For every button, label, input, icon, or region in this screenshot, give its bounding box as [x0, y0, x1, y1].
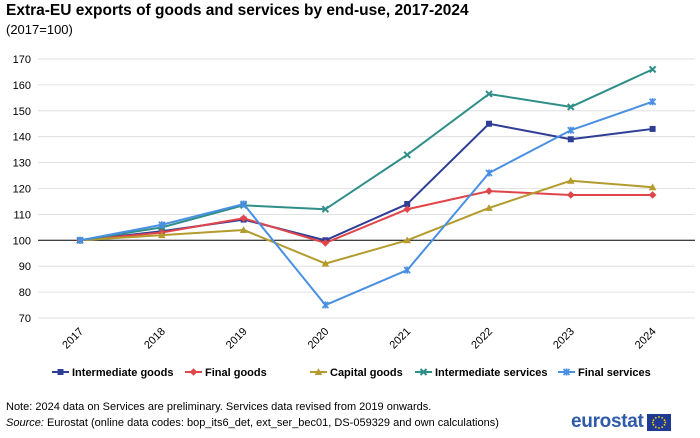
- x-tick-label: 2022: [469, 326, 495, 352]
- data-point-final-services: [403, 266, 411, 274]
- x-tick-label: 2018: [142, 326, 168, 352]
- data-point-final-services: [648, 98, 657, 106]
- legend-marker: [562, 368, 571, 376]
- legend-label: Capital goods: [330, 367, 403, 379]
- series-line-intermediate-services: [79, 68, 654, 242]
- x-tick-label: 2024: [633, 326, 659, 352]
- series-final-services: [76, 98, 657, 309]
- logo-text: eurostat: [571, 411, 644, 432]
- data-point-capital-goods: [648, 183, 657, 191]
- series-line-capital-goods: [79, 179, 653, 265]
- legend-item-capital-goods: Capital goods: [310, 367, 403, 379]
- legend-item-intermediate-services: Intermediate services: [415, 367, 548, 379]
- legend-item-intermediate-goods: Intermediate goods: [52, 367, 173, 379]
- legend-label: Final goods: [205, 367, 267, 379]
- legend-label: Final services: [578, 367, 651, 379]
- data-point-intermediate-services: [403, 151, 411, 159]
- data-point-final-services: [321, 301, 330, 309]
- y-tick-label: 170: [13, 54, 31, 66]
- data-point-final-goods: [567, 191, 575, 199]
- y-tick-label: 90: [19, 261, 31, 273]
- eu-flag-icon: [646, 413, 671, 431]
- data-point-final-services: [239, 200, 248, 208]
- data-point-intermediate-goods: [486, 120, 492, 127]
- legend-marker: [419, 368, 428, 376]
- legend-item-final-services: Final services: [558, 367, 651, 379]
- legend-marker: [314, 368, 323, 375]
- data-point-final-services: [485, 169, 493, 177]
- y-tick-label: 80: [19, 287, 31, 299]
- x-tick-label: 2023: [551, 326, 577, 352]
- x-tick-label: 2017: [60, 326, 86, 352]
- line-chart: 70 80 90 100 110 120 130 140 150 160 170 2017 2018 20…: [13, 54, 695, 379]
- y-tick-label: 140: [13, 132, 31, 144]
- source-label: Source:: [6, 417, 44, 429]
- data-point-capital-goods: [158, 231, 166, 239]
- data-point-intermediate-goods: [404, 201, 411, 208]
- chart-subtitle: (2017=100): [6, 22, 73, 37]
- legend-label: Intermediate services: [435, 367, 548, 379]
- data-point-capital-goods: [567, 176, 575, 184]
- y-tick-label: 130: [13, 158, 31, 170]
- data-point-final-services: [567, 126, 575, 134]
- x-tick-label: 2020: [306, 326, 332, 352]
- data-point-intermediate-services: [321, 205, 330, 213]
- data-point-intermediate-services: [567, 103, 575, 111]
- legend-label: Intermediate goods: [72, 367, 173, 379]
- series-intermediate-services: [76, 65, 657, 245]
- x-tick-label: 2021: [388, 326, 414, 352]
- y-tick-label: 160: [13, 80, 31, 92]
- data-point-capital-goods: [485, 204, 493, 211]
- chart-title: Extra-EU exports of goods and services b…: [6, 2, 469, 19]
- eurostat-logo: eurostat: [571, 411, 671, 433]
- data-point-intermediate-goods: [649, 125, 656, 132]
- y-tick-label: 150: [13, 106, 31, 118]
- data-point-final-goods: [321, 239, 330, 247]
- legend-marker: [189, 368, 198, 376]
- data-point-final-services: [76, 236, 84, 244]
- legend-marker: [57, 369, 64, 375]
- series-line-final-goods: [79, 190, 653, 244]
- data-point-final-goods: [403, 205, 411, 214]
- data-point-capital-goods: [321, 259, 330, 267]
- data-point-capital-goods: [239, 226, 248, 233]
- data-point-final-goods: [648, 191, 657, 199]
- data-point-final-goods: [485, 187, 493, 195]
- series-line-final-services: [79, 100, 653, 307]
- data-point-intermediate-services: [648, 65, 657, 74]
- data-point-intermediate-services: [485, 90, 493, 98]
- x-tick-label: 2019: [224, 326, 250, 352]
- source-text: Eurostat (online data codes: bop_its6_de…: [43, 417, 499, 429]
- y-tick-label: 100: [13, 235, 31, 247]
- data-point-final-goods: [239, 214, 248, 223]
- data-point-intermediate-goods: [567, 136, 574, 143]
- source-line: Source: Eurostat (online data codes: bop…: [6, 417, 499, 429]
- y-tick-label: 70: [19, 313, 31, 325]
- data-point-final-services: [158, 221, 166, 229]
- legend-item-final-goods: Final goods: [185, 367, 267, 379]
- y-tick-label: 120: [13, 184, 31, 196]
- y-tick-label: 110: [13, 209, 31, 221]
- footnote: Note: 2024 data on Services are prelimin…: [6, 401, 432, 413]
- data-point-capital-goods: [403, 236, 411, 244]
